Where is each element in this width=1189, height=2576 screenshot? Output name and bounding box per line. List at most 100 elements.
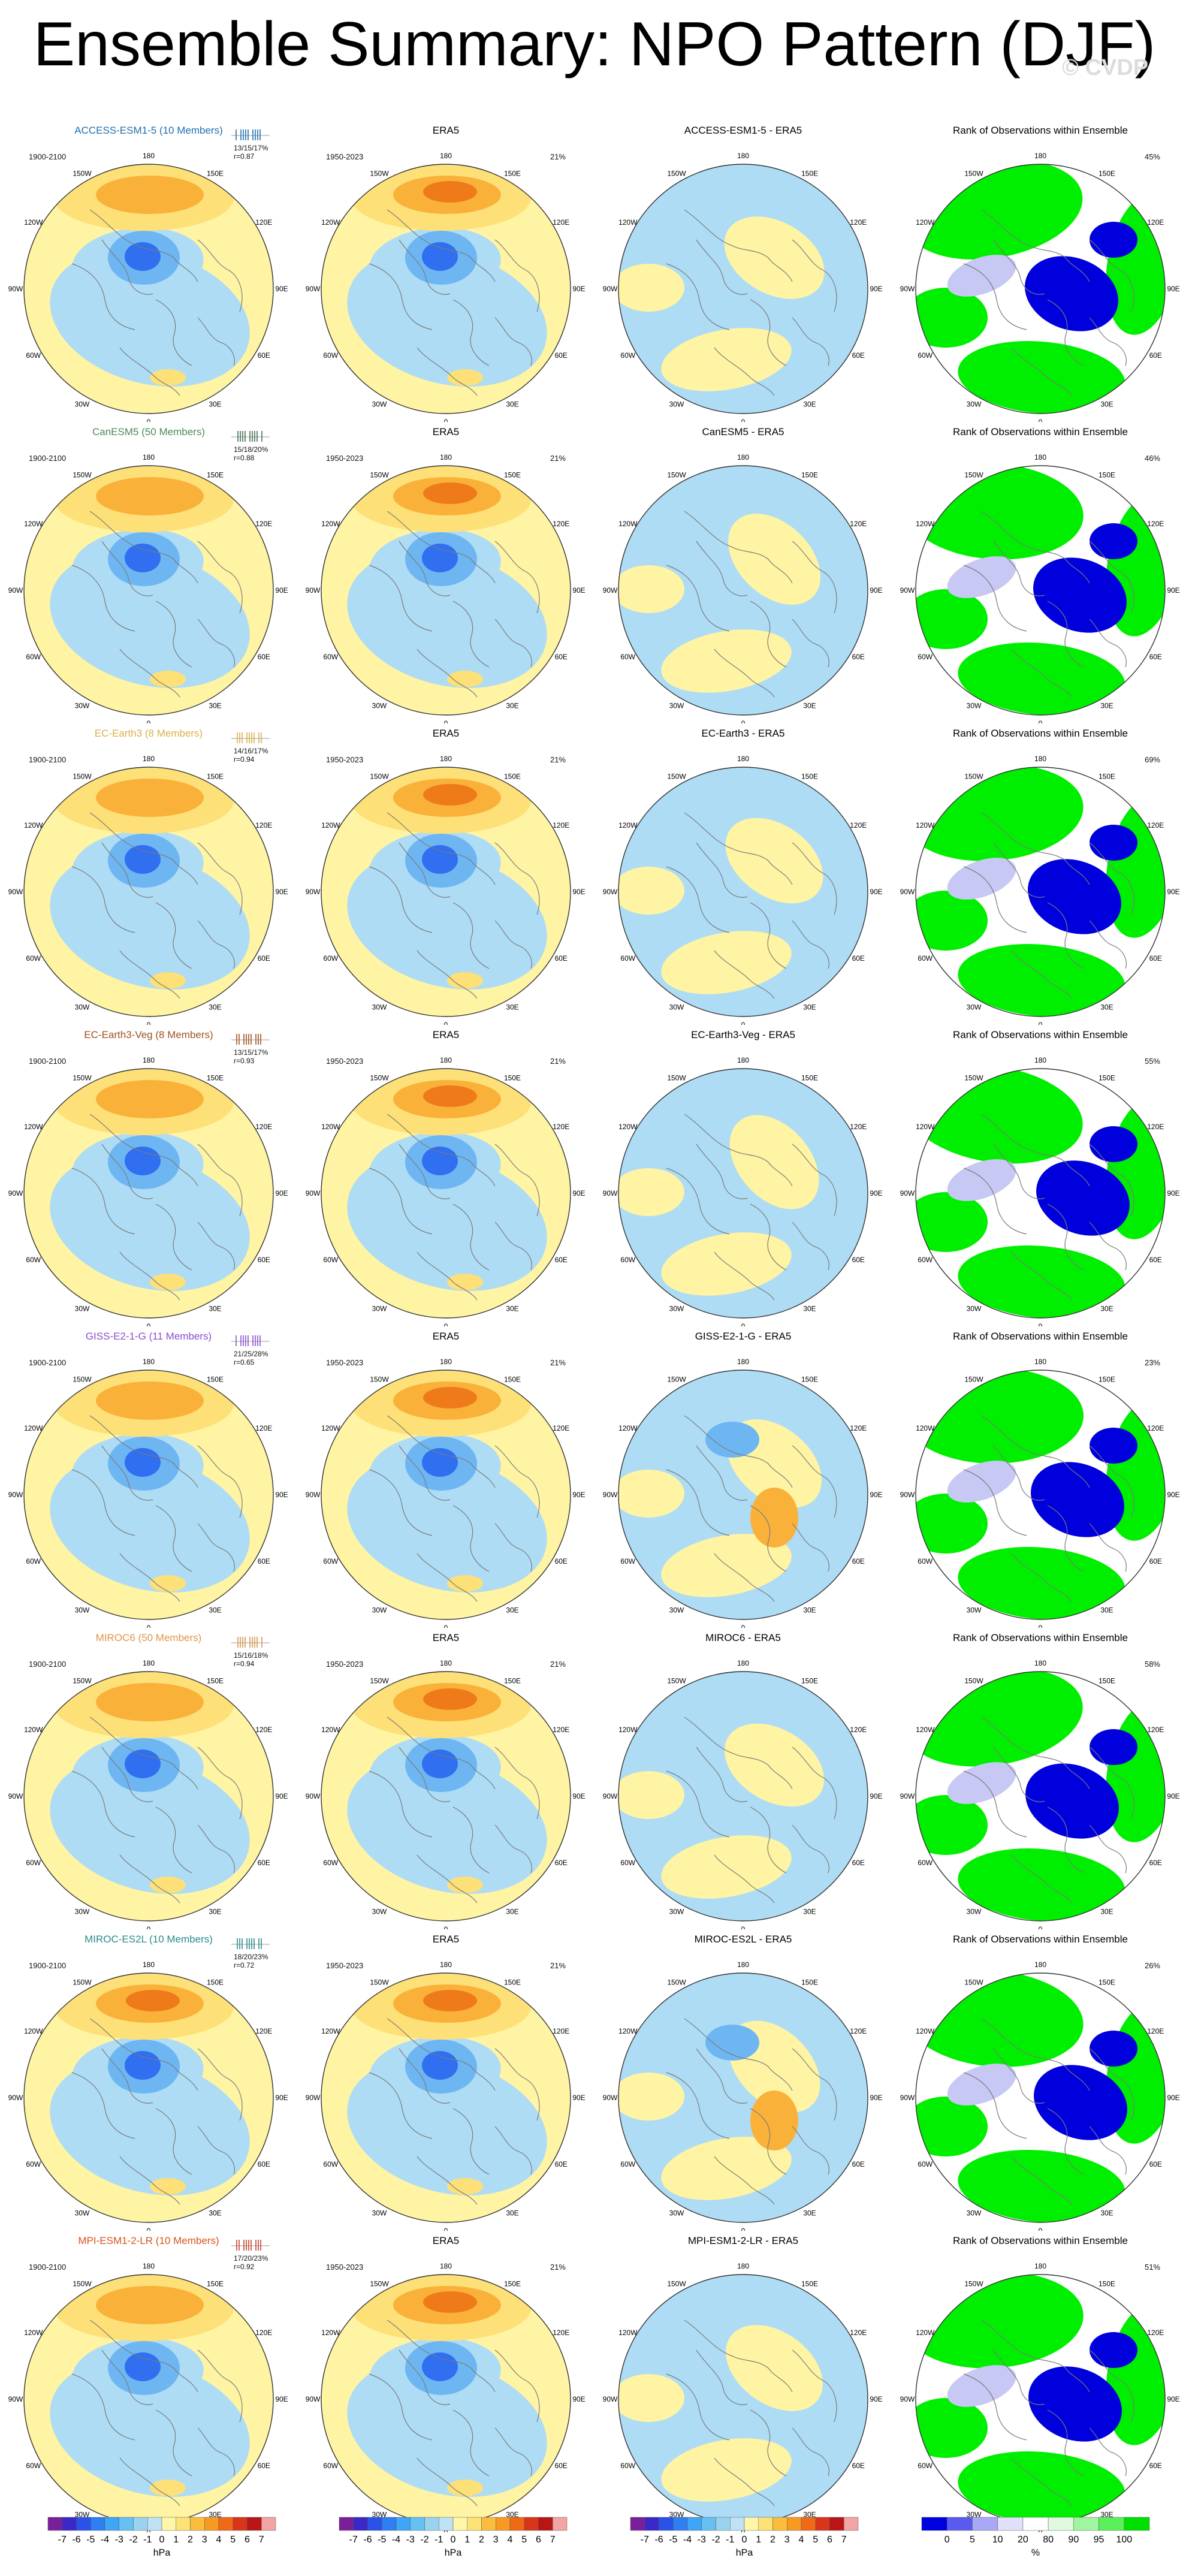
rank-high-region — [916, 2097, 988, 2156]
coastline — [981, 1415, 1090, 1488]
longitude-label: 120E — [1147, 1123, 1164, 1131]
longitude-label: 90E — [275, 586, 288, 595]
era5-period: 1950-2023 — [326, 1057, 364, 1066]
coastline — [666, 2072, 730, 2139]
rank-panel-title: Rank of Observations within Ensemble — [953, 125, 1128, 136]
rank-polar-map: 180 150E 120E 90E 60E 30E 0 30W 60W 90W 120W 150W — [900, 152, 1180, 422]
pattern-percent-range: 15/18/20% — [234, 445, 268, 454]
coastline — [197, 1445, 243, 1518]
rank-percent: 55% — [1144, 1057, 1160, 1066]
longitude-label: 150E — [801, 1978, 818, 1987]
map-boundary — [618, 1370, 868, 1620]
longitude-label: 60E — [852, 653, 865, 661]
colorbar-tick-label: 0 — [944, 2535, 950, 2545]
colorbar-swatch — [801, 2517, 816, 2531]
longitude-label: 90E — [870, 888, 882, 896]
positive-lobe-max — [423, 1688, 477, 1710]
rank-panel: 180 150E 120E 90E 60E 30E 0 30W 60W 90W 120W 150W Ra… — [892, 1024, 1189, 1326]
coastline — [494, 541, 540, 614]
coastline — [684, 209, 793, 282]
rank-panel: 180 150E 120E 90E 60E 30E 0 30W 60W 90W 120W 150W Ra… — [892, 120, 1189, 422]
era5-panel: 180 150E 120E 90E 60E 30E 0 30W 60W 90W 120W 150W ER… — [297, 120, 594, 422]
model-period: 1900-2100 — [29, 1961, 67, 1970]
diff-panel: 180 150E 120E 90E 60E 30E 0 30W 60W 90W 120W 150W MI… — [594, 1627, 892, 1929]
longitude-label: 90E — [275, 888, 288, 896]
longitude-label: 30W — [372, 2209, 387, 2217]
diff-panel: 180 150E 120E 90E 60E 30E 0 30W 60W 90W 120W 150W GI… — [594, 1326, 892, 1628]
longitude-label: 60E — [1149, 1859, 1162, 1867]
coastline — [494, 317, 532, 366]
coastline — [417, 648, 478, 698]
coastline — [155, 2409, 192, 2477]
map-boundary — [321, 1972, 571, 2223]
model-stats: 15/18/20% r=0.88 — [234, 445, 268, 462]
longitude-label: 30E — [506, 2510, 518, 2518]
longitude-label: 0 — [741, 1322, 746, 1326]
positive-lobe-core — [96, 779, 204, 817]
longitude-label: 150W — [667, 1677, 686, 1685]
rank-high-region — [958, 1245, 1125, 1318]
longitude-label: 120E — [553, 520, 569, 528]
map-boundary — [321, 1068, 571, 1319]
longitude-label: 30E — [209, 1606, 221, 1614]
coastline — [494, 1523, 532, 1572]
longitude-label: 120W — [24, 1726, 43, 1734]
longitude-label: 30W — [75, 701, 90, 710]
longitude-label: 60W — [620, 2462, 635, 2470]
coastline — [792, 2427, 829, 2477]
coastline — [1089, 1221, 1127, 1271]
colorbar-swatch — [496, 2517, 511, 2531]
colorbar-tick-label: 5 — [813, 2535, 818, 2545]
coastline — [981, 1114, 1090, 1187]
longitude-label: 30W — [967, 1003, 982, 1011]
coastline — [387, 2018, 496, 2091]
longitude-label: 90W — [306, 1792, 321, 1800]
rank-mid-region — [947, 1762, 1016, 1804]
longitude-label: 120W — [24, 2027, 43, 2035]
era5-period: 1950-2023 — [326, 1660, 364, 1669]
longitude-label: 90E — [870, 1189, 882, 1197]
coastline — [197, 619, 235, 668]
coastline — [750, 902, 787, 969]
positive-lobe-max — [423, 482, 477, 504]
longitude-label: 90E — [870, 2395, 882, 2403]
longitude-label: 0 — [444, 719, 448, 723]
coastline — [387, 511, 496, 584]
era5-percent: 21% — [550, 152, 566, 161]
colorbar-swatch — [339, 2517, 354, 2531]
era5-panel: 180 150E 120E 90E 60E 30E 0 30W 60W 90W 120W 150W ER… — [297, 1326, 594, 1628]
colorbar-swatch — [396, 2517, 411, 2531]
era5-field — [321, 1069, 571, 1318]
rank-panel-title: Rank of Observations within Ensemble — [953, 1029, 1128, 1040]
longitude-label: 0 — [741, 2227, 746, 2231]
coastline — [101, 2048, 153, 2104]
map-boundary — [618, 767, 868, 1017]
positive-anomaly — [618, 867, 684, 915]
positive-anomaly — [729, 1115, 819, 1209]
coastline — [792, 619, 829, 668]
longitude-label: 0 — [741, 1021, 746, 1025]
coastline — [369, 2072, 433, 2139]
coastline — [89, 1717, 198, 1790]
longitude-label: 120W — [618, 2027, 638, 2035]
longitude-label: 120W — [321, 1726, 340, 1734]
longitude-label: 150E — [801, 170, 818, 178]
longitude-label: 30E — [1100, 2209, 1113, 2217]
longitude-label: 90W — [900, 2395, 915, 2403]
model-field — [24, 1069, 273, 1318]
coastline — [993, 2048, 1045, 2104]
coastline — [101, 541, 153, 596]
positive-atlantic — [150, 972, 186, 989]
longitude-label: 30E — [803, 2209, 816, 2217]
longitude-label: 60E — [555, 2462, 568, 2470]
coastline — [197, 2048, 243, 2121]
longitude-label: 30W — [372, 1907, 387, 1916]
longitude-label: 90W — [900, 2094, 915, 2102]
colorbar-swatch — [147, 2517, 162, 2531]
coastline — [750, 1806, 787, 1874]
longitude-label: 120W — [618, 1123, 638, 1131]
colorbar-tick-label: -6 — [72, 2535, 80, 2545]
longitude-label: 180 — [440, 1659, 452, 1667]
rank-high-region — [958, 943, 1125, 1016]
longitude-label: 120W — [321, 2027, 340, 2035]
